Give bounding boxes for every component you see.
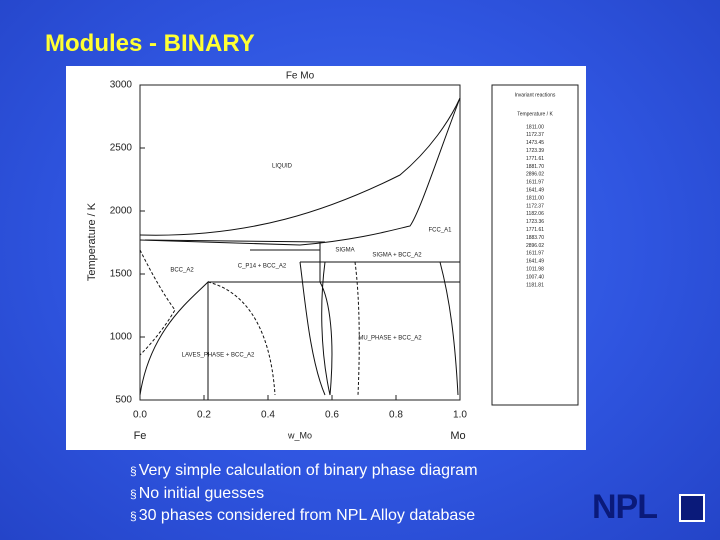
legend-value: 1611.97 [526, 251, 544, 257]
legend-value: 1771.61 [526, 227, 544, 233]
y-tick-label: 1000 [110, 332, 133, 343]
region-label: SIGMA + BCC_A2 [372, 253, 422, 259]
logo: NPL [592, 488, 658, 526]
x-right-label: Mo [450, 430, 465, 442]
region-label: LIQUID [272, 164, 293, 170]
phase-lines [299, 261, 333, 396]
legend-value: 1771.61 [526, 156, 544, 162]
legend-value: 1641.49 [526, 259, 544, 265]
legend-value: 1811.00 [526, 195, 544, 201]
slide-title: Modules - BINARY [45, 30, 255, 57]
legend-value: 1181.81 [526, 282, 544, 288]
legend-value: 2896.02 [526, 243, 544, 249]
y-axis-title: Temperature / K [86, 202, 98, 281]
legend-frame [491, 84, 579, 406]
legend-value: 1473.45 [526, 140, 544, 146]
invariant-lines [208, 243, 460, 283]
panel [66, 66, 586, 450]
y-tick-label: 1500 [110, 269, 133, 280]
bcc-solvus [139, 280, 209, 400]
x-tick-label: 0.0 [133, 410, 147, 421]
region-label: MU_PHASE + BCC_A2 [358, 336, 422, 342]
top-label: Fe Mo [286, 71, 315, 82]
legend-value: 1611.97 [526, 180, 544, 186]
logo-emblem [679, 494, 705, 522]
legend-header: Temperature / K [517, 111, 553, 117]
x-axis-title: w_Mo [287, 430, 312, 440]
region-label: SIGMA [335, 248, 354, 254]
x-left-label: Fe [134, 430, 147, 442]
region-label: C_P14 + BCC_A2 [238, 264, 287, 270]
region-label: FCC_A1 [428, 228, 452, 234]
x-tick-label: 0.2 [197, 410, 211, 421]
legend-value: 1883.70 [526, 235, 544, 241]
y-tick-label: 500 [115, 395, 132, 406]
legend-value: 1811.00 [526, 124, 544, 130]
region-label: BCC_A2 [170, 268, 194, 274]
y-tick-label: 3000 [110, 80, 133, 91]
legend-value: 1723.36 [526, 219, 544, 225]
bullet: No initial guesses [130, 483, 478, 506]
phase-boundaries [139, 97, 461, 400]
legend-value: 1007.40 [526, 274, 544, 280]
mo-solvus [439, 261, 459, 396]
x-tick-label: 0.4 [261, 410, 275, 421]
liquidus [139, 97, 461, 236]
x-tick-label: 1.0 [453, 410, 467, 421]
y-tick-label: 2500 [110, 143, 133, 154]
region-label: LAVES_PHASE + BCC_A2 [182, 353, 255, 359]
legend-value: 1881.70 [526, 164, 544, 170]
legend-value: 1182.06 [526, 211, 544, 217]
solidus [139, 97, 461, 246]
plot-frame [139, 84, 461, 401]
legend-value: 1011.98 [526, 267, 544, 273]
invariant-line [144, 239, 326, 243]
bullet: Very simple calculation of binary phase … [130, 460, 478, 483]
x-tick-label: 0.6 [325, 410, 339, 421]
legend-value: 1641.49 [526, 188, 544, 194]
legend-value: 1723.39 [526, 148, 544, 154]
legend-value: 1172.37 [526, 203, 544, 209]
legend-value: 1172.37 [526, 132, 544, 138]
y-tick-label: 2000 [110, 206, 133, 217]
legend-header: Invariant reactions [515, 92, 556, 98]
legend-value: 2896.02 [526, 172, 544, 178]
bullet: 30 phases considered from NPL Alloy data… [130, 505, 478, 528]
x-tick-label: 0.8 [389, 410, 403, 421]
dashed-boundaries [207, 261, 360, 396]
bullet-list: Very simple calculation of binary phase … [130, 460, 478, 528]
phase-diagram: Fe Mo Temperature / K w_Mo Fe Mo LIQUID … [66, 66, 586, 450]
